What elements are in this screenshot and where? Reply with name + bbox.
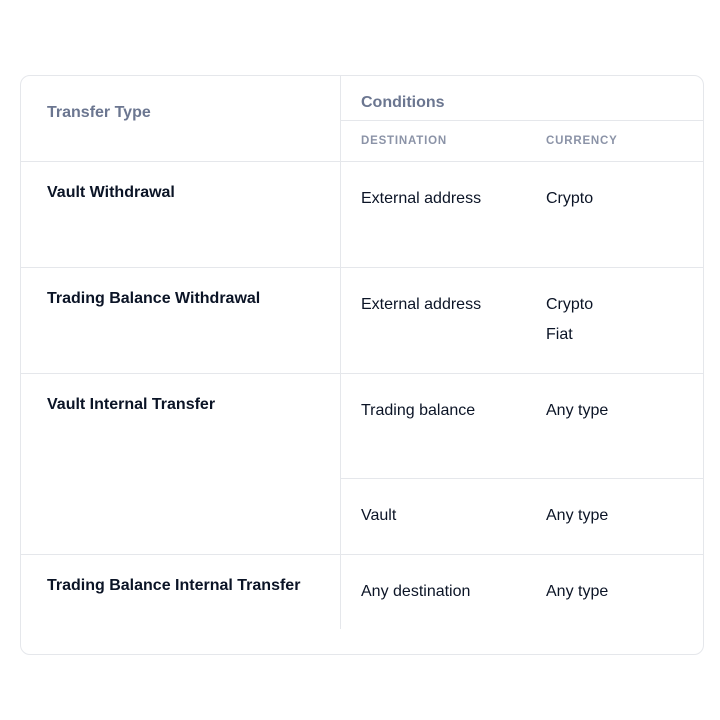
cell-destination: Trading balance — [341, 374, 526, 479]
cell-conditions-block: Trading balanceAny typeUp EvVaultAny typ… — [341, 374, 703, 554]
column-header-conditions-group: Conditions DESTINATION CURRENCY TR — [341, 76, 703, 161]
condition-line: External addressCryptoUp Ev — [341, 162, 703, 267]
cell-destination: External address — [341, 162, 526, 267]
cell-transfer-type: Vault Internal Transfer — [21, 374, 341, 554]
cell-conditions-block: Any destinationAny typeAn — [341, 555, 703, 629]
column-header-type-label: Transfer Type — [47, 104, 151, 122]
column-header-type: Transfer Type — [21, 76, 341, 161]
cell-conditions-block: External addressCryptoUp Ev — [341, 162, 703, 267]
subheader-row: DESTINATION CURRENCY TR — [341, 120, 703, 161]
subheader-currency: CURRENCY — [526, 121, 696, 161]
table-header: Transfer Type Conditions DESTINATION CUR… — [21, 76, 703, 162]
table-row: Trading Balance Internal TransferAny des… — [21, 555, 703, 629]
condition-line: VaultAny typeAn — [341, 478, 703, 553]
condition-line: Trading balanceAny typeUp Ev — [341, 374, 703, 479]
table-body: Vault WithdrawalExternal addressCryptoUp… — [21, 162, 703, 629]
cell-destination: Vault — [341, 479, 526, 553]
subheader-tr: TR — [696, 121, 703, 161]
cell-tr: Up Ev — [696, 162, 703, 267]
cell-tr: An An — [696, 268, 703, 373]
cell-currency: Any type — [526, 555, 696, 629]
cell-currency: Crypto Fiat — [526, 268, 696, 373]
table-row: Trading Balance WithdrawalExternal addre… — [21, 268, 703, 374]
cell-transfer-type: Vault Withdrawal — [21, 162, 341, 267]
cell-tr: An — [696, 555, 703, 629]
cell-conditions-block: External addressCrypto FiatAn An — [341, 268, 703, 373]
cell-currency: Any type — [526, 479, 696, 553]
cell-transfer-type: Trading Balance Withdrawal — [21, 268, 341, 373]
transfer-types-table-card: Transfer Type Conditions DESTINATION CUR… — [20, 75, 704, 655]
table-row: Vault WithdrawalExternal addressCryptoUp… — [21, 162, 703, 268]
cell-destination: External address — [341, 268, 526, 373]
cell-tr: Up Ev — [696, 374, 703, 479]
cell-transfer-type: Trading Balance Internal Transfer — [21, 555, 341, 629]
cell-destination: Any destination — [341, 555, 526, 629]
cell-tr: An — [696, 479, 703, 553]
condition-line: Any destinationAny typeAn — [341, 555, 703, 629]
condition-line: External addressCrypto FiatAn An — [341, 268, 703, 373]
cell-currency: Crypto — [526, 162, 696, 267]
table-row: Vault Internal TransferTrading balanceAn… — [21, 374, 703, 555]
table-scroll-clip: Transfer Type Conditions DESTINATION CUR… — [21, 76, 703, 654]
column-header-conditions-label: Conditions — [341, 76, 703, 120]
subheader-destination: DESTINATION — [341, 121, 526, 161]
cell-currency: Any type — [526, 374, 696, 479]
